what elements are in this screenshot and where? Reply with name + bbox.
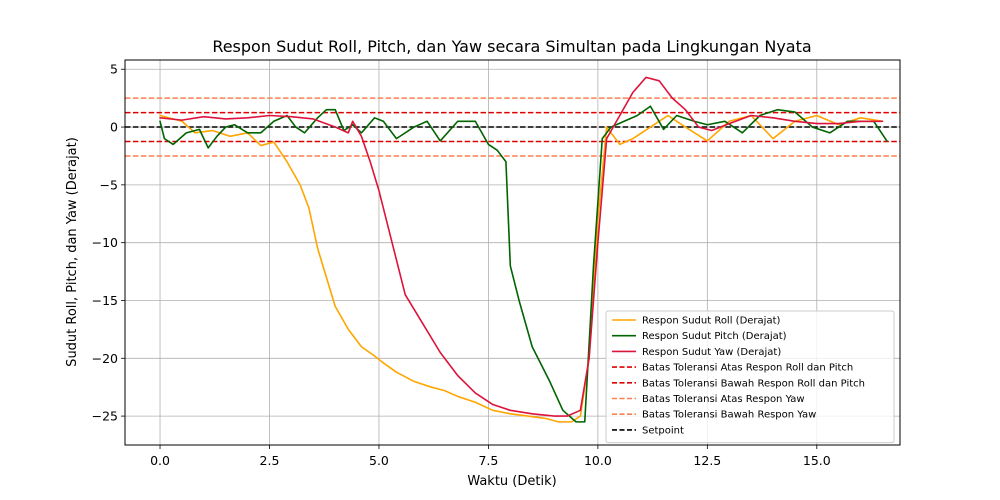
x-tick-label-2: 5.0 (369, 453, 389, 468)
legend-entry-5: Batas Toleransi Atas Respon Yaw (642, 394, 805, 405)
x-tick-label-3: 7.5 (478, 453, 498, 468)
y-axis-label: Sudut Roll, Pitch, dan Yaw (Derajat) (65, 137, 80, 367)
y-tick-label-1: 0 (110, 120, 118, 135)
legend-entry-2: Respon Sudut Yaw (Derajat) (642, 347, 781, 358)
y-tick-label-3: −10 (92, 235, 118, 250)
reference-lines (125, 97, 900, 157)
x-tick-label-6: 15.0 (803, 453, 831, 468)
series-line-2 (159, 76, 884, 417)
legend-entry-1: Respon Sudut Pitch (Derajat) (642, 331, 787, 342)
legend-box (605, 310, 895, 444)
series-line-0 (159, 114, 884, 423)
legend-entry-4: Batas Toleransi Bawah Respon Roll dan Pi… (642, 378, 865, 389)
y-tick-label-6: −25 (92, 409, 118, 424)
series-line-1 (159, 105, 888, 423)
legend-entry-3: Batas Toleransi Atas Respon Roll dan Pit… (642, 363, 853, 374)
x-axis-ticks: 0.0 2.5 5.0 7.5 10.0 12.5 15.0 (150, 445, 831, 468)
legend: Respon Sudut Roll (Derajat) Respon Sudut … (605, 310, 895, 444)
plot-area-frame (124, 59, 901, 446)
legend-entry-6: Batas Toleransi Bawah Respon Yaw (642, 410, 816, 421)
chart-title: Respon Sudut Roll, Pitch, dan Yaw secara… (212, 37, 811, 56)
x-tick-label-1: 2.5 (260, 453, 280, 468)
y-tick-label-2: −5 (100, 177, 118, 192)
x-tick-label-4: 10.0 (584, 453, 612, 468)
x-tick-label-5: 12.5 (693, 453, 721, 468)
legend-entry-7: Setpoint (642, 425, 684, 436)
legend-entry-0: Respon Sudut Roll (Derajat) (642, 316, 780, 327)
x-axis-label: Waktu (Detik) (467, 474, 556, 489)
x-tick-label-0: 0.0 (150, 453, 170, 468)
y-tick-label-5: −20 (92, 351, 118, 366)
y-tick-label-0: 5 (110, 62, 118, 77)
series-lines (159, 76, 888, 423)
y-axis-ticks: 5 0 −5 −10 −15 −20 −25 (92, 62, 125, 424)
y-tick-label-4: −15 (92, 293, 118, 308)
